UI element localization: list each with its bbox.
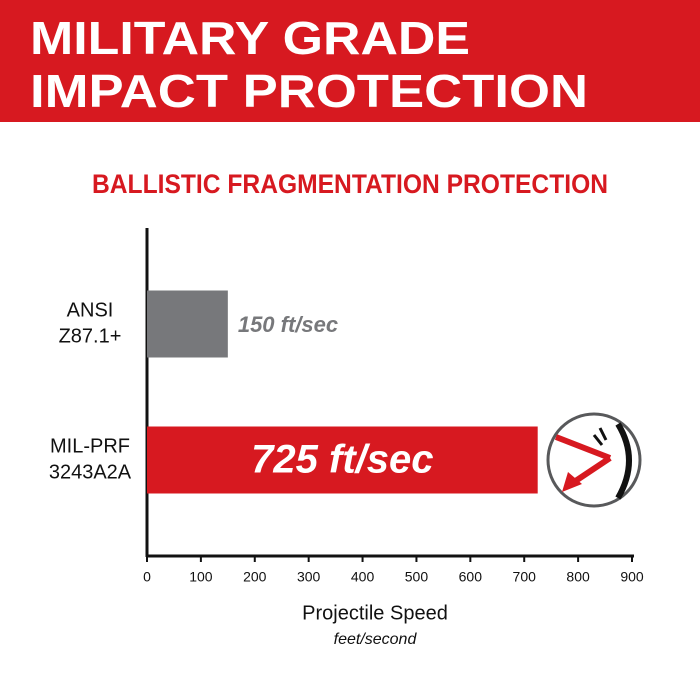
x-tick-label: 500 (405, 569, 429, 585)
x-axis-unit: feet/second (334, 631, 418, 648)
banner (0, 0, 700, 122)
banner-title-line: IMPACT PROTECTION (30, 65, 588, 117)
x-tick-label: 700 (513, 569, 537, 585)
x-tick-label: 600 (459, 569, 483, 585)
value-label: 725 ft/sec (251, 438, 433, 482)
x-tick-label: 100 (189, 569, 213, 585)
x-axis-label: Projectile Speed (302, 602, 448, 624)
value-label: 150 ft/sec (238, 312, 338, 337)
chart-title: BALLISTIC FRAGMENTATION PROTECTION (92, 169, 608, 199)
x-tick-label: 200 (243, 569, 267, 585)
bar (147, 426, 538, 494)
category-label: Z87.1+ (59, 325, 122, 347)
x-tick-label: 300 (297, 569, 321, 585)
x-tick-label: 900 (620, 569, 644, 585)
category-label: 3243A2A (49, 461, 132, 483)
x-tick-label: 0 (143, 569, 151, 585)
banner-title-line: MILITARY GRADE (30, 12, 470, 64)
category-label: MIL-PRF (50, 435, 130, 457)
impact-icon (546, 412, 642, 508)
bar (147, 290, 228, 358)
x-tick-label: 400 (351, 569, 375, 585)
category-label: ANSI (67, 299, 114, 321)
x-tick-label: 800 (566, 569, 590, 585)
